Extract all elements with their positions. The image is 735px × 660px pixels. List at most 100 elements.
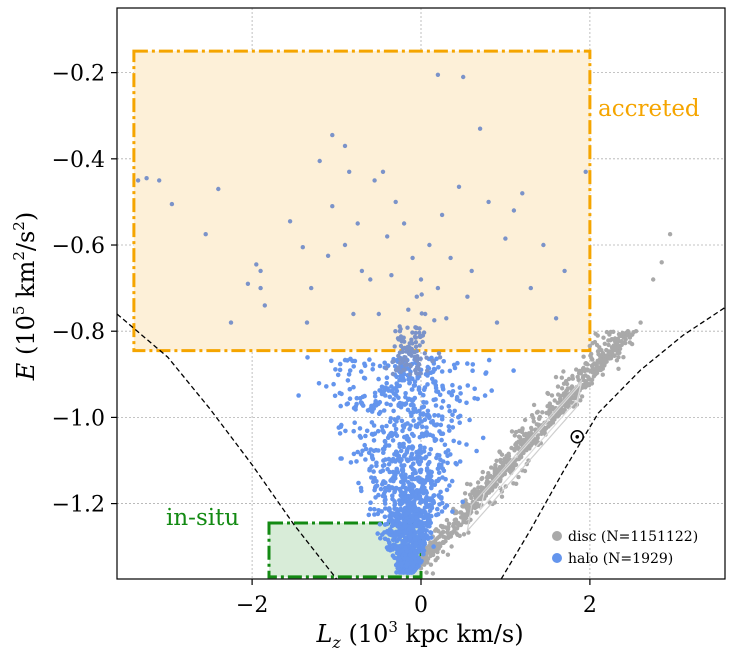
disc-point — [552, 398, 557, 403]
disc-point — [628, 332, 633, 338]
disc-point — [498, 485, 503, 491]
halo-point — [439, 212, 445, 218]
halo-point — [342, 143, 348, 149]
halo-point — [425, 474, 430, 480]
halo-point — [377, 388, 382, 393]
halo-point — [395, 518, 401, 523]
halo-point — [362, 361, 367, 367]
halo-point — [382, 489, 388, 494]
halo-point — [338, 403, 344, 409]
halo-point — [405, 556, 410, 562]
disc-point — [433, 558, 438, 563]
halo-point — [419, 311, 424, 316]
halo-point — [403, 518, 408, 524]
halo-point — [414, 541, 419, 546]
halo-point — [403, 512, 409, 517]
disc-point — [534, 410, 540, 415]
halo-point — [384, 443, 389, 448]
y-axis-label-p2: km — [12, 260, 40, 305]
halo-point — [389, 523, 395, 529]
disc-point — [440, 540, 445, 546]
halo-point — [440, 414, 445, 420]
halo-point — [410, 560, 416, 566]
halo-point — [374, 463, 379, 469]
disc-point — [537, 414, 543, 420]
halo-point — [351, 428, 357, 434]
halo-point — [414, 349, 419, 354]
disc-point — [609, 345, 615, 350]
disc-point — [471, 491, 476, 496]
disc-point — [466, 504, 471, 510]
halo-point — [417, 416, 422, 421]
halo-point — [386, 456, 392, 462]
halo-point — [401, 444, 407, 450]
halo-point — [386, 488, 392, 493]
halo-point — [203, 232, 208, 237]
halo-point — [435, 285, 441, 291]
halo-point — [457, 385, 463, 390]
halo-point — [347, 386, 353, 392]
halo-point — [381, 389, 386, 395]
halo-point — [406, 526, 412, 532]
halo-point — [376, 448, 381, 453]
halo-point — [325, 253, 331, 258]
halo-point — [393, 329, 398, 334]
halo-point — [397, 377, 402, 383]
halo-point — [372, 431, 378, 437]
disc-point — [574, 367, 579, 372]
disc-point — [489, 465, 494, 470]
disc-point — [512, 433, 517, 438]
disc-point — [522, 468, 528, 474]
halo-point — [393, 367, 399, 373]
halo-point — [447, 483, 452, 488]
halo-point — [397, 329, 403, 334]
halo-point — [394, 538, 400, 544]
halo-point — [384, 380, 390, 386]
halo-point — [583, 169, 588, 174]
disc-point — [583, 373, 588, 378]
halo-point — [380, 428, 385, 433]
halo-point — [429, 376, 435, 382]
halo-point — [254, 262, 259, 267]
halo-point — [409, 413, 414, 419]
halo-point — [425, 462, 431, 467]
halo-point — [436, 413, 441, 418]
halo-point — [434, 422, 440, 427]
halo-point — [407, 380, 412, 386]
halo-point — [394, 485, 399, 491]
halo-point — [370, 362, 376, 367]
halo-point — [425, 368, 430, 373]
halo-point — [450, 389, 456, 394]
disc-point — [597, 345, 602, 350]
halo-point — [440, 383, 445, 389]
halo-point — [411, 403, 416, 408]
halo-point — [415, 357, 421, 362]
halo-point — [396, 556, 401, 562]
halo-point — [376, 376, 381, 382]
halo-point — [427, 451, 432, 457]
legend-halo-marker — [552, 553, 562, 563]
halo-point — [393, 199, 398, 205]
halo-point — [385, 521, 390, 527]
halo-point — [375, 511, 381, 517]
disc-point — [522, 417, 528, 423]
halo-point — [435, 72, 441, 78]
halo-point — [405, 407, 411, 413]
halo-point — [434, 512, 439, 518]
halo-point — [398, 448, 404, 454]
halo-point — [405, 502, 411, 508]
halo-point — [427, 496, 433, 501]
disc-point — [480, 469, 485, 475]
halo-point — [449, 478, 455, 484]
halo-point — [399, 569, 405, 575]
halo-point — [436, 351, 442, 356]
halo-point — [407, 474, 413, 480]
halo-point — [437, 392, 443, 398]
halo-point — [345, 358, 350, 363]
x-tick-label: 2 — [583, 593, 597, 618]
halo-point — [393, 392, 399, 398]
disc-point — [428, 562, 434, 567]
halo-point — [417, 500, 423, 506]
halo-point — [409, 347, 415, 353]
halo-point — [382, 439, 388, 445]
